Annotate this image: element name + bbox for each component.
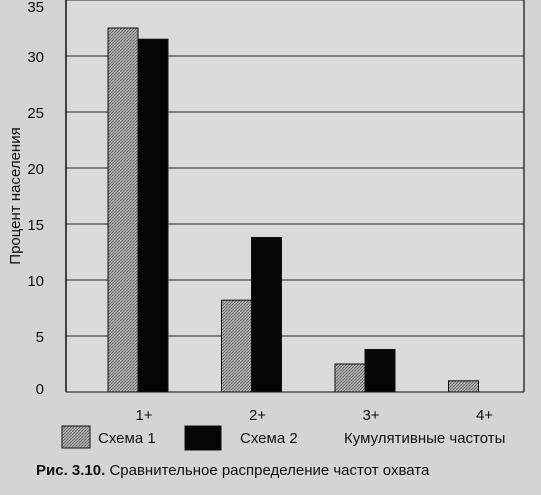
y-tick-label: 20	[27, 161, 44, 178]
y-tick-label: 25	[27, 105, 44, 122]
y-tick-label: 30	[27, 49, 44, 66]
bar-1-4	[448, 380, 479, 393]
legend-swatch-series-1	[61, 425, 91, 449]
caption-text: Сравнительное распределение частот охват…	[109, 462, 430, 479]
bar-1-3	[334, 363, 366, 393]
y-tick-label: 0	[36, 381, 44, 398]
legend-swatch-series-2	[184, 425, 222, 451]
bar-1-1	[107, 27, 139, 393]
bar-2-2	[251, 236, 282, 393]
y-tick-label: 10	[27, 273, 44, 290]
x-tick-label: 2+	[249, 407, 266, 424]
figure-caption: Рис. 3.10. Сравнительное распределение ч…	[36, 462, 429, 479]
axes	[65, 0, 525, 393]
figure-label: Рис. 3.10.	[36, 462, 106, 479]
bars	[107, 27, 479, 393]
bar-chart: 0 5 10 15 20 25 30 35 1+ 2+ 3+ 4+ Процент населени…	[7, 0, 525, 451]
y-tick-labels: 0 5 10 15 20 25 30 35	[27, 0, 44, 398]
legend-label-series-2: Схема 2	[240, 430, 298, 447]
legend-label-series-1: Схема 1	[98, 430, 156, 447]
legend: Схема 1 Схема 2 Кумулятивные частоты	[61, 425, 505, 451]
x-tick-label: 1+	[135, 407, 152, 424]
y-axis-label: Процент населения	[7, 127, 24, 264]
bar-2-1	[137, 38, 169, 393]
x-axis-label: Кумулятивные частоты	[344, 430, 505, 447]
y-tick-label: 5	[36, 329, 44, 346]
y-tick-label: 15	[27, 217, 44, 234]
y-tick-label: 35	[27, 0, 44, 16]
bar-2-3	[364, 348, 396, 393]
x-tick-label: 4+	[476, 407, 493, 424]
x-tick-label: 3+	[362, 407, 379, 424]
bar-1-2	[221, 299, 252, 393]
x-tick-labels: 1+ 2+ 3+ 4+	[135, 407, 493, 424]
